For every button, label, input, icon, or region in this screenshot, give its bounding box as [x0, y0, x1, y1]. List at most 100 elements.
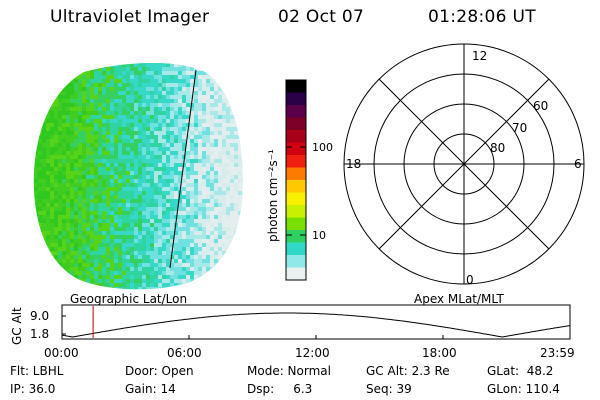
uv-image-pixel [98, 143, 103, 148]
uv-image-pixel [198, 291, 202, 295]
uv-image-pixel [82, 219, 87, 224]
uv-image-pixel [33, 179, 35, 184]
uv-image-pixel [142, 275, 147, 280]
uv-image-pixel [190, 167, 195, 172]
uv-image-pixel [33, 95, 35, 100]
uv-image-pixel [33, 271, 35, 276]
uv-image-pixel [90, 215, 95, 220]
uv-image-pixel [98, 147, 103, 152]
uv-image-pixel [106, 259, 111, 264]
uv-image-pixel [218, 287, 223, 290]
uv-image-pixel [186, 155, 191, 160]
uv-image-pixel [230, 171, 235, 176]
uv-image-pixel [170, 263, 175, 268]
uv-image-pixel [194, 127, 199, 132]
uv-image-pixel [142, 223, 147, 228]
uv-image-pixel [98, 139, 103, 144]
uv-image-pixel [62, 247, 67, 252]
uv-image-pixel [34, 62, 39, 64]
uv-image-pixel [126, 103, 131, 108]
colorbar-cell [286, 117, 306, 131]
uv-image-pixel [154, 279, 159, 284]
uv-image-pixel [102, 287, 107, 290]
uv-image-pixel [242, 155, 243, 160]
uv-image-pixel [198, 107, 203, 112]
uv-image-pixel [178, 79, 183, 84]
uv-image-pixel [190, 91, 195, 96]
uv-image-pixel [38, 91, 43, 96]
uv-image-pixel [70, 79, 75, 84]
uv-image-pixel [162, 251, 167, 256]
uv-image-pixel [54, 159, 59, 164]
uv-image-pixel [82, 239, 87, 244]
uv-image-pixel [58, 107, 63, 112]
uv-image-pixel [246, 87, 250, 91]
uv-image-pixel [198, 283, 203, 288]
uv-image-pixel [86, 147, 91, 152]
uv-image-pixel [34, 243, 39, 248]
uv-image-pixel [54, 175, 59, 180]
uv-image-pixel [242, 191, 243, 196]
uv-image-pixel [230, 79, 235, 84]
uv-image-pixel [54, 275, 59, 280]
uv-image-pixel [134, 127, 139, 132]
uv-image-pixel [182, 115, 187, 120]
uv-image-pixel [58, 91, 63, 96]
uv-image-pixel [70, 175, 75, 180]
uv-image-pixel [30, 55, 34, 59]
uv-image-pixel [162, 247, 167, 252]
uv-image-pixel [198, 115, 203, 120]
uv-image-pixel [42, 167, 47, 172]
uv-image-pixel [66, 111, 71, 116]
uv-image-pixel [142, 247, 147, 252]
uv-image-pixel [150, 147, 155, 152]
uv-image-pixel [214, 95, 219, 100]
uv-image-pixel [206, 267, 211, 272]
uv-image-pixel [218, 79, 223, 84]
uv-image-pixel [118, 199, 123, 204]
uv-image-pixel [46, 79, 51, 84]
uv-image-pixel [74, 143, 79, 148]
uv-image-pixel [138, 139, 143, 144]
uv-image-pixel [86, 243, 91, 248]
uv-image-pixel [34, 115, 39, 120]
uv-image-pixel [70, 91, 75, 96]
uv-image-pixel [38, 119, 43, 124]
uv-image-pixel [194, 91, 199, 96]
uv-image-pixel [198, 83, 203, 88]
uv-image-pixel [206, 287, 211, 290]
uv-image-pixel [210, 151, 215, 156]
uv-image-pixel [50, 199, 55, 204]
uv-image-pixel [106, 223, 111, 228]
uv-image-pixel [46, 207, 51, 212]
uv-image-pixel [158, 199, 163, 204]
uv-image-pixel [122, 103, 127, 108]
uv-image-pixel [186, 243, 191, 248]
uv-image-pixel [114, 271, 119, 276]
uv-image-pixel [46, 211, 51, 216]
uv-image-pixel [158, 223, 163, 228]
uv-image-pixel [34, 227, 39, 232]
uv-image-pixel [38, 55, 42, 59]
uv-image-pixel [33, 119, 35, 124]
uv-image-pixel [82, 87, 87, 92]
uv-image-pixel [182, 191, 187, 196]
uv-image-pixel [226, 119, 231, 124]
uv-image-pixel [34, 271, 39, 276]
uv-image-pixel [34, 71, 39, 76]
uv-image-pixel [246, 199, 250, 203]
uv-image-pixel [54, 223, 59, 228]
uv-image-pixel [126, 127, 131, 132]
uv-image-pixel [70, 179, 75, 184]
uv-image-pixel [234, 155, 239, 160]
uv-image-pixel [42, 283, 47, 288]
uv-image-pixel [118, 271, 123, 276]
uv-image-pixel [130, 279, 135, 284]
uv-image-pixel [110, 55, 114, 59]
uv-image-pixel [94, 227, 99, 232]
uv-image-pixel [33, 227, 35, 232]
uv-image-pixel [222, 203, 227, 208]
uv-image-pixel [142, 131, 147, 136]
uv-image-pixel [70, 83, 75, 88]
uv-image-pixel [242, 195, 243, 200]
